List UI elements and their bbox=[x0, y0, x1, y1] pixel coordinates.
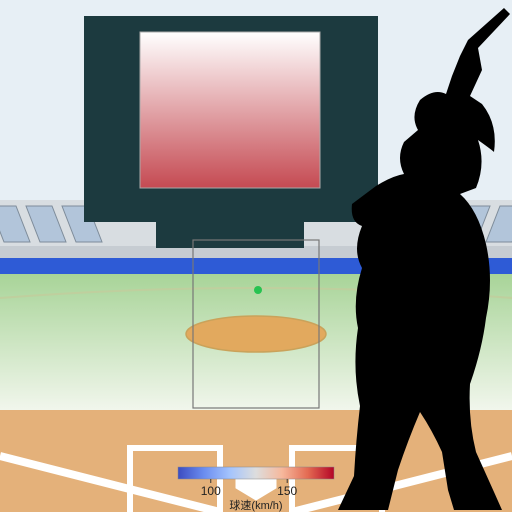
colorbar-tick-label: 150 bbox=[277, 484, 297, 498]
colorbar-tick-label: 100 bbox=[201, 484, 221, 498]
scoreboard-display bbox=[140, 32, 320, 188]
speed-colorbar bbox=[178, 467, 334, 479]
colorbar-title: 球速(km/h) bbox=[229, 498, 282, 512]
pitchers-mound bbox=[186, 316, 326, 352]
pitch-marker bbox=[254, 286, 262, 294]
scoreboard-foot bbox=[156, 204, 304, 248]
pitch-location-chart: 100 150球速(km/h) bbox=[0, 0, 512, 512]
